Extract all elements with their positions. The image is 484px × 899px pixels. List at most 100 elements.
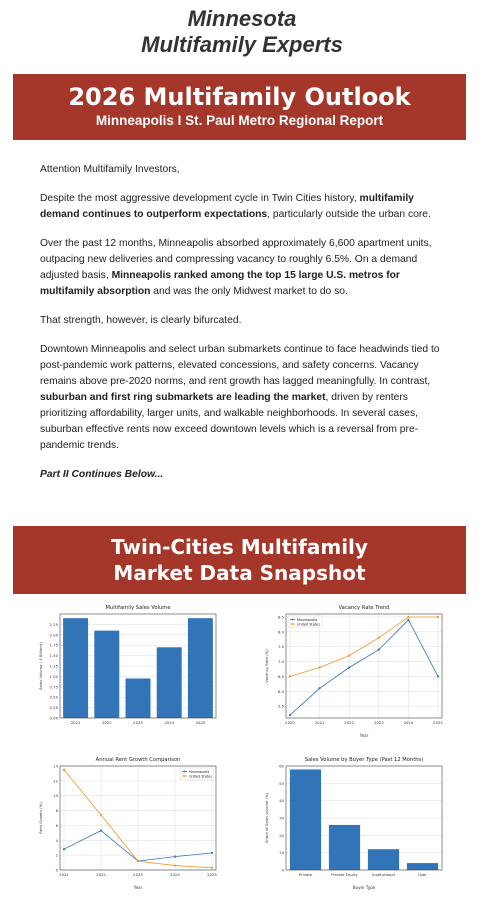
data-point xyxy=(288,713,292,717)
p1-text-c: , particularly outside the urban core. xyxy=(267,209,431,220)
bar xyxy=(187,618,213,718)
data-point xyxy=(99,829,103,832)
bar xyxy=(125,678,151,718)
y-tick-label: 6.0 xyxy=(278,689,285,694)
legend-marker xyxy=(291,623,294,625)
p2-text-a: Over the past 12 months, Minneapolis abs… xyxy=(40,238,432,281)
data-point xyxy=(210,851,214,855)
y-tick-label: 0 xyxy=(56,868,59,873)
legend-marker xyxy=(183,770,186,773)
legend-label: Minneapolis xyxy=(189,770,209,774)
x-tick-label: 2020 xyxy=(285,720,295,725)
x-tick-label: 2022 xyxy=(102,720,112,725)
data-point xyxy=(288,675,292,678)
y-tick-label: 2.00 xyxy=(50,632,59,637)
y-tick-label: 4 xyxy=(56,838,59,843)
data-point xyxy=(436,615,440,619)
y-tick-label: 12 xyxy=(53,778,58,783)
outlook-subtitle: Minneapolis I St. Paul Metro Regional Re… xyxy=(95,113,384,128)
y-tick-label: 10 xyxy=(279,850,284,855)
y-tick-label: 1.50 xyxy=(50,653,59,658)
data-point xyxy=(62,848,66,851)
plot-border xyxy=(59,613,217,719)
series-line xyxy=(289,616,438,677)
y-tick-label: 10 xyxy=(53,793,58,798)
plot-border xyxy=(59,765,217,871)
x-tick-label: 2022 xyxy=(96,872,106,877)
legend-marker xyxy=(291,618,294,621)
legend-box xyxy=(287,615,323,628)
x-tick-label: 2021 xyxy=(59,872,69,877)
paragraph-4: Downtown Minneapolis and select urban su… xyxy=(40,342,440,454)
x-tick-label: Private Equity xyxy=(331,872,358,877)
y-tick-label: 8 xyxy=(56,808,59,813)
y-axis-label: Sales Volume ( $ Billions) xyxy=(38,642,43,690)
p4-text-c: , driven by renters prioritizing afforda… xyxy=(40,392,419,451)
brand-title: Minnesota Multifamily Experts xyxy=(0,0,484,58)
y-tick-label: 60 xyxy=(279,764,284,769)
x-tick-label: Institutional xyxy=(372,872,395,877)
x-tick-label: 2025 xyxy=(207,872,217,877)
data-point xyxy=(377,648,380,651)
brand-line-2: Multifamily Experts xyxy=(141,32,343,57)
chart-title: Annual Rent Growth Comparison xyxy=(96,757,181,763)
legend-label: United States xyxy=(297,622,320,626)
x-tick-label: 2023 xyxy=(133,872,143,877)
x-axis-label: Buyer Type xyxy=(353,885,376,890)
greeting: Attention Multifamily Investors, xyxy=(40,164,180,175)
y-tick-label: 1.25 xyxy=(50,664,59,669)
y-tick-label: 20 xyxy=(279,833,284,838)
y-tick-label: 6.5 xyxy=(278,674,285,679)
outlook-banner: 2026 Multifamily Outlook Minneapolis I S… xyxy=(13,74,466,140)
y-tick-label: 8.0 xyxy=(278,629,285,634)
data-point xyxy=(318,666,321,669)
data-point xyxy=(173,864,177,867)
legend-label: United States xyxy=(189,774,212,778)
legend-box xyxy=(179,767,215,780)
y-tick-label: 0.50 xyxy=(50,695,59,700)
paragraph-2: Over the past 12 months, Minneapolis abs… xyxy=(40,236,440,300)
p4-text-a: Downtown Minneapolis and select urban su… xyxy=(40,344,440,387)
data-point xyxy=(210,866,214,869)
p2-bold: Minneapolis ranked among the top 15 larg… xyxy=(40,270,400,297)
data-point xyxy=(348,654,351,657)
x-tick-label: 2024 xyxy=(170,872,180,877)
p1-bold: multifamily demand continues to outperfo… xyxy=(40,193,414,220)
chart-rent-growth: Annual Rent Growth Comparison 0 2 4 6 8 10 12 14… xyxy=(32,752,222,892)
x-tick-label: 2023 xyxy=(133,720,143,725)
x-tick-label: 2024 xyxy=(164,720,174,725)
series-line xyxy=(289,619,439,716)
bar xyxy=(328,824,361,870)
y-tick-label: 7.0 xyxy=(278,659,285,664)
outlook-title: 2026 Multifamily Outlook xyxy=(68,83,411,111)
continues-note: Part II Continues Below... xyxy=(40,469,164,480)
y-tick-label: 0 xyxy=(282,868,285,873)
x-axis-label: Year xyxy=(359,733,369,738)
y-tick-label: 6 xyxy=(56,823,59,828)
x-tick-label: 2025 xyxy=(196,720,206,725)
p2-text-c: and was the only Midwest market to do so… xyxy=(150,286,348,297)
x-tick-label: 2021 xyxy=(315,720,325,725)
bar xyxy=(94,630,120,718)
y-tick-label: 1.00 xyxy=(50,674,59,679)
x-tick-label: User xyxy=(418,872,427,877)
bar xyxy=(156,647,182,718)
y-axis-label: Vacancy Rate (%) xyxy=(264,649,269,683)
y-tick-label: 5.5 xyxy=(278,704,285,709)
y-axis-label: Rent Growth (%) xyxy=(38,802,43,834)
chart-title: Vacancy Rate Trend xyxy=(339,605,390,611)
x-tick-label: 2021 xyxy=(71,720,81,725)
y-tick-label: 8.5 xyxy=(278,614,285,619)
bar xyxy=(289,769,322,870)
p1-text-a: Despite the most aggressive development … xyxy=(40,193,360,204)
x-tick-label: 2023 xyxy=(374,720,384,725)
legend-marker xyxy=(183,775,186,777)
y-tick-label: 0.75 xyxy=(50,684,59,689)
data-point xyxy=(407,615,410,619)
x-tick-label: Private xyxy=(299,872,313,877)
data-point xyxy=(99,813,103,817)
plot-border xyxy=(285,765,443,871)
x-tick-label: 2022 xyxy=(344,720,354,725)
chart-sales-volume: Multifamily Sales Volume 0.00 0.25 0.50 0.75… xyxy=(32,600,222,740)
chart-vacancy-rate: Vacancy Rate Trend 5.5 6.0 6.5 7.0 7.5 8.0 8.5 V… xyxy=(258,600,448,740)
